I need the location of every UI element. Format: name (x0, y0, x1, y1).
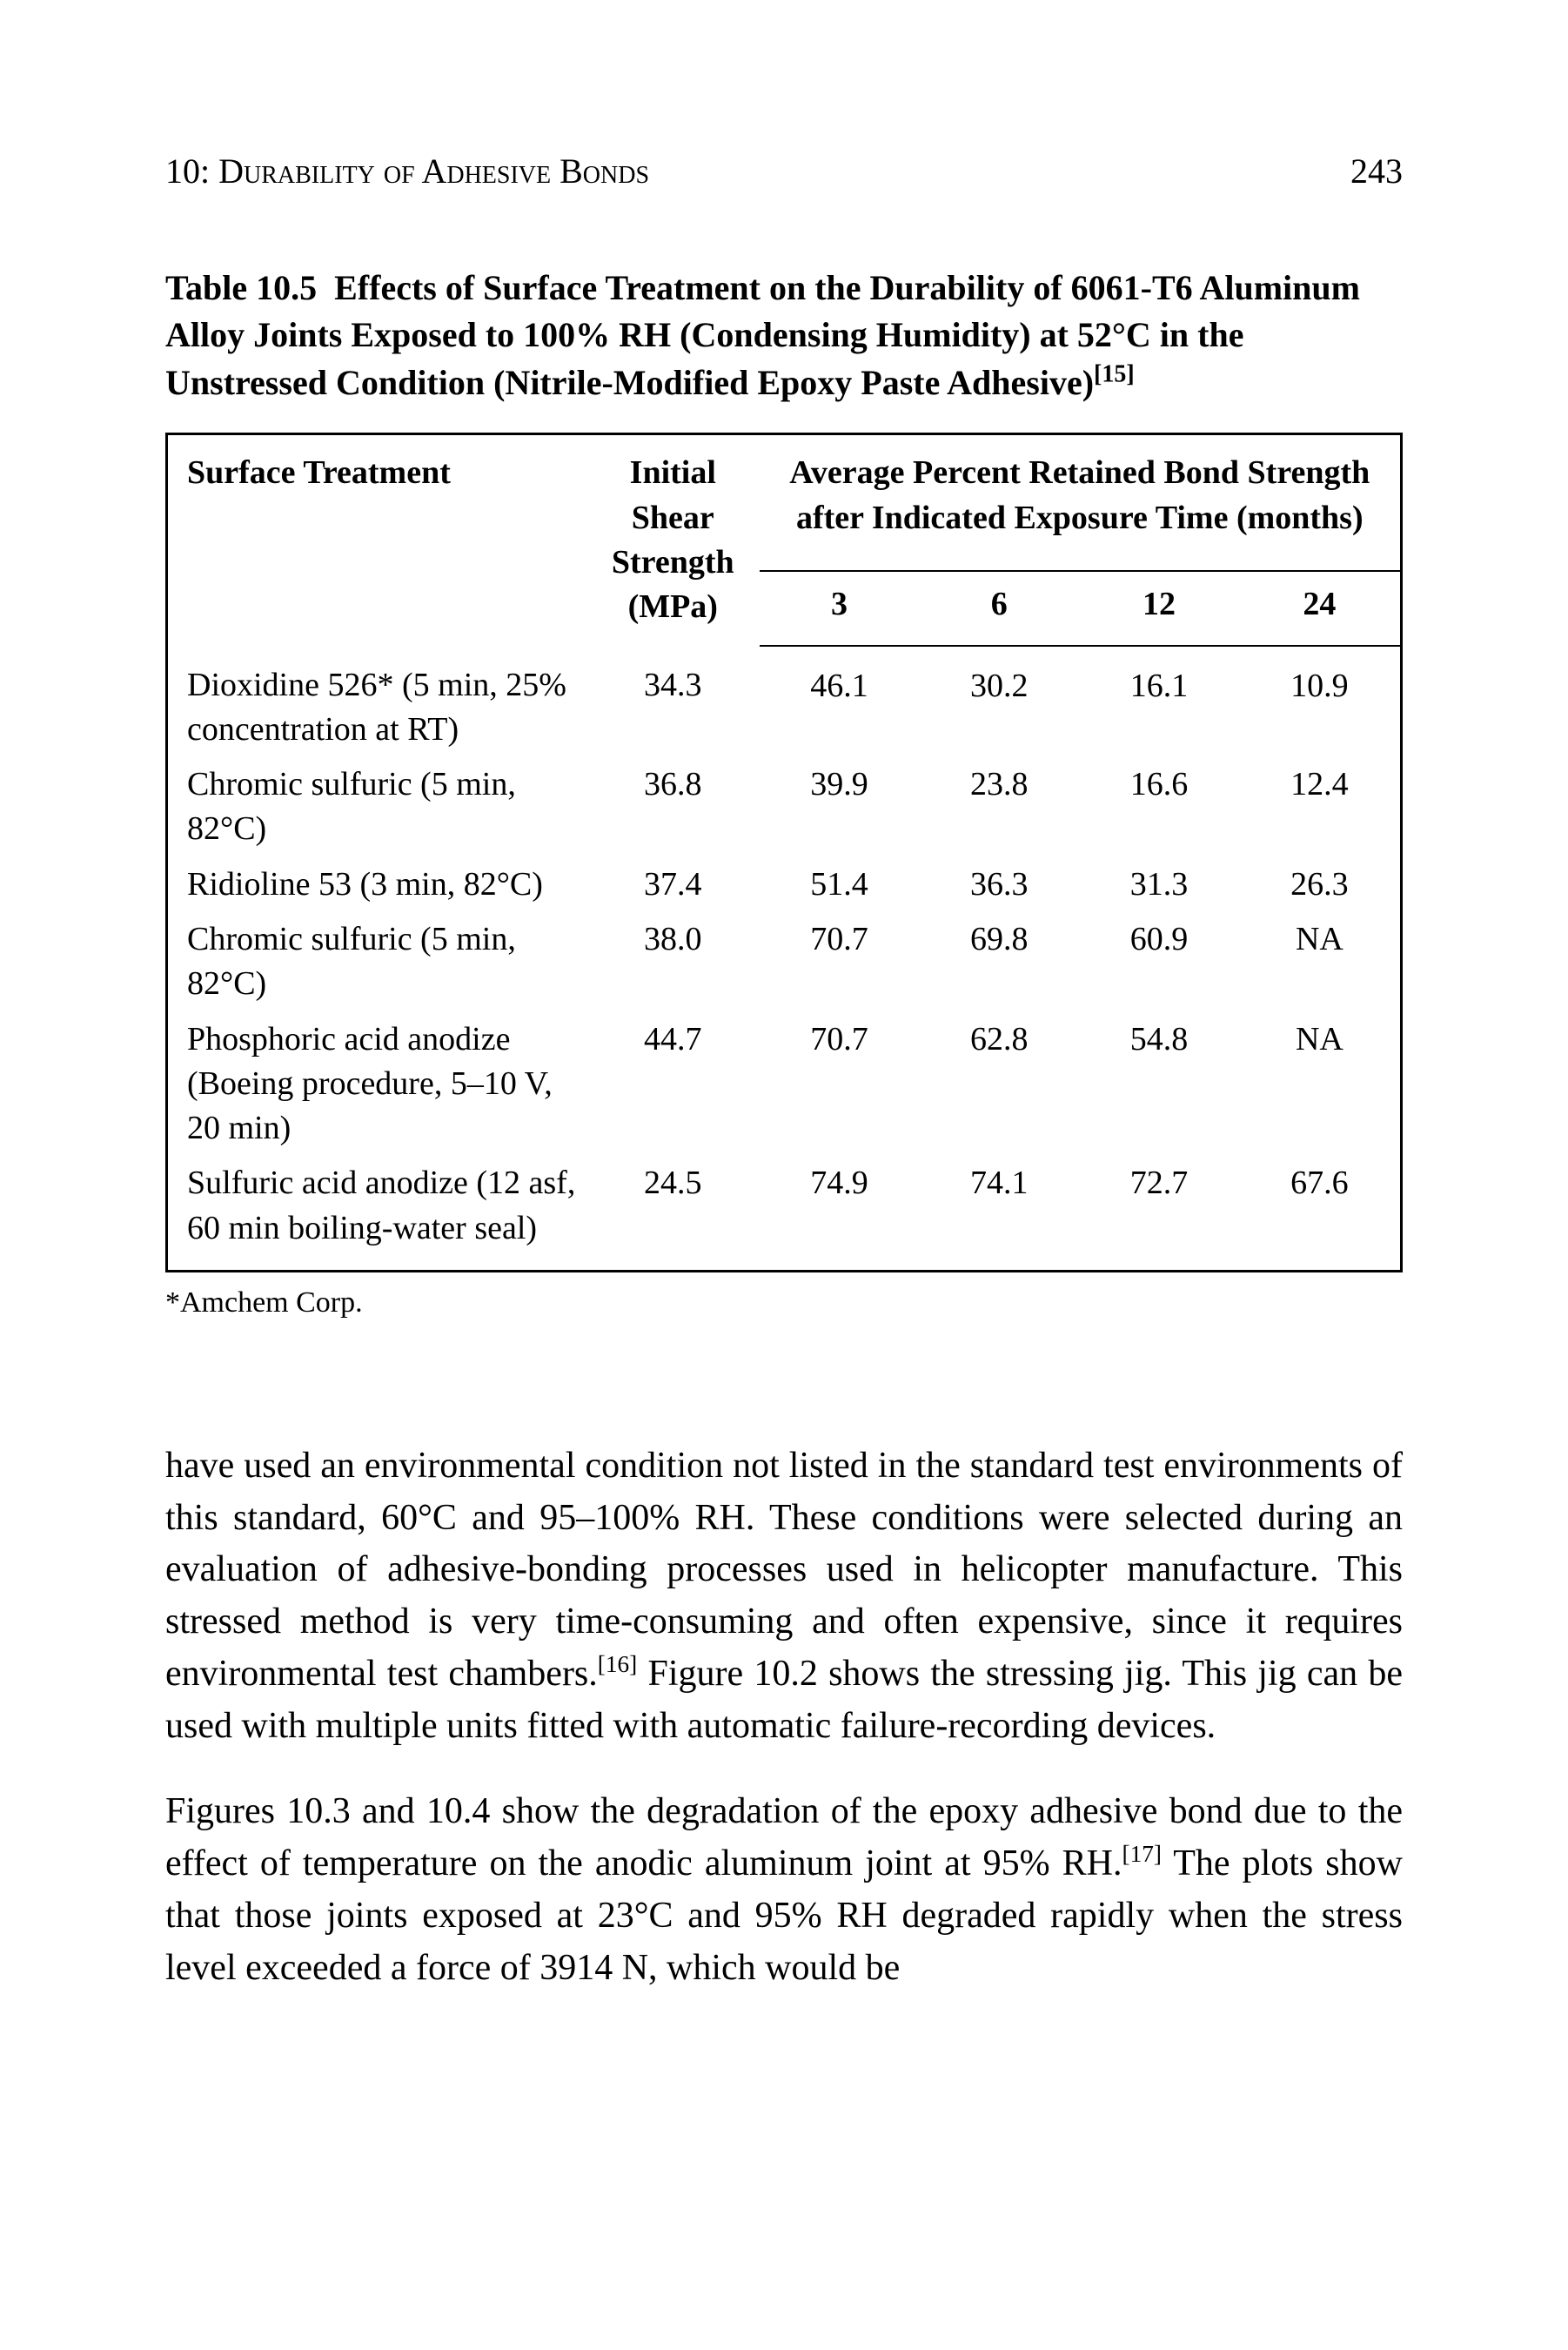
cell-m6: 36.3 (919, 857, 1079, 912)
cell-m12: 60.9 (1079, 912, 1239, 1012)
col-header-retained: Average Percent Retained Bond Strength a… (760, 434, 1402, 571)
body-text: have used an environmental condition not… (165, 1440, 1403, 1994)
paragraph: Figures 10.3 and 10.4 show the degradati… (165, 1786, 1403, 1995)
citation-ref: [17] (1122, 1841, 1161, 1867)
cell-m6: 74.1 (919, 1156, 1079, 1271)
cell-m3: 70.7 (760, 1012, 920, 1157)
cell-treatment: Chromic sulfuric (5 min, 82°C) (167, 757, 586, 857)
cell-m12: 31.3 (1079, 857, 1239, 912)
running-header-left: 10: Durability of Adhesive Bonds (165, 148, 649, 195)
cell-initial: 38.0 (586, 912, 760, 1012)
cell-m24: 10.9 (1239, 646, 1402, 758)
data-table: Surface Treatment Initial Shear Strength… (165, 433, 1403, 1272)
cell-m6: 23.8 (919, 757, 1079, 857)
table-caption-body: Effects of Surface Treatment on the Dura… (165, 268, 1360, 402)
cell-treatment: Ridioline 53 (3 min, 82°C) (167, 857, 586, 912)
table-row: Phosphoric acid anodize (Boeing procedur… (167, 1012, 1402, 1157)
cell-m12: 16.6 (1079, 757, 1239, 857)
cell-initial: 44.7 (586, 1012, 760, 1157)
cell-m12: 72.7 (1079, 1156, 1239, 1271)
cell-treatment: Phosphoric acid anodize (Boeing procedur… (167, 1012, 586, 1157)
cell-initial: 37.4 (586, 857, 760, 912)
cell-treatment: Chromic sulfuric (5 min, 82°C) (167, 912, 586, 1012)
cell-m24: NA (1239, 1012, 1402, 1157)
table-caption-ref: [15] (1094, 361, 1135, 388)
cell-m3: 39.9 (760, 757, 920, 857)
cell-m6: 30.2 (919, 646, 1079, 758)
cell-m3: 70.7 (760, 912, 920, 1012)
table-caption: Table 10.5 Effects of Surface Treatment … (165, 265, 1403, 406)
cell-m12: 16.1 (1079, 646, 1239, 758)
cell-m24: NA (1239, 912, 1402, 1012)
page-number: 243 (1350, 148, 1403, 195)
col-header-month-6: 6 (919, 571, 1079, 646)
table-caption-lead: Table 10.5 (165, 268, 317, 307)
cell-m3: 51.4 (760, 857, 920, 912)
page: 10: Durability of Adhesive Bonds 243 Tab… (0, 0, 1568, 2350)
cell-initial: 34.3 (586, 646, 760, 758)
cell-m12: 54.8 (1079, 1012, 1239, 1157)
cell-treatment: Dioxidine 526* (5 min, 25% concentration… (167, 646, 586, 758)
table-row: Chromic sulfuric (5 min, 82°C) 38.0 70.7… (167, 912, 1402, 1012)
table-row: Chromic sulfuric (5 min, 82°C) 36.8 39.9… (167, 757, 1402, 857)
cell-m3: 74.9 (760, 1156, 920, 1271)
cell-initial: 36.8 (586, 757, 760, 857)
cell-initial: 24.5 (586, 1156, 760, 1271)
col-header-month-3: 3 (760, 571, 920, 646)
paragraph: have used an environmental condition not… (165, 1440, 1403, 1753)
col-header-initial: Initial Shear Strength (MPa) (586, 434, 760, 646)
cell-m3: 46.1 (760, 646, 920, 758)
col-header-month-12: 12 (1079, 571, 1239, 646)
cell-m6: 69.8 (919, 912, 1079, 1012)
cell-m24: 26.3 (1239, 857, 1402, 912)
cell-treatment: Sulfuric acid anodize (12 asf, 60 min bo… (167, 1156, 586, 1271)
table-row: Sulfuric acid anodize (12 asf, 60 min bo… (167, 1156, 1402, 1271)
table-row: Ridioline 53 (3 min, 82°C) 37.4 51.4 36.… (167, 857, 1402, 912)
table-row: Dioxidine 526* (5 min, 25% concentration… (167, 646, 1402, 758)
table-footnote: *Amchem Corp. (165, 1283, 1403, 1323)
col-header-month-24: 24 (1239, 571, 1402, 646)
cell-m6: 62.8 (919, 1012, 1079, 1157)
running-header: 10: Durability of Adhesive Bonds 243 (165, 148, 1403, 195)
cell-m24: 67.6 (1239, 1156, 1402, 1271)
citation-ref: [16] (598, 1651, 637, 1677)
col-header-treatment: Surface Treatment (167, 434, 586, 646)
cell-m24: 12.4 (1239, 757, 1402, 857)
